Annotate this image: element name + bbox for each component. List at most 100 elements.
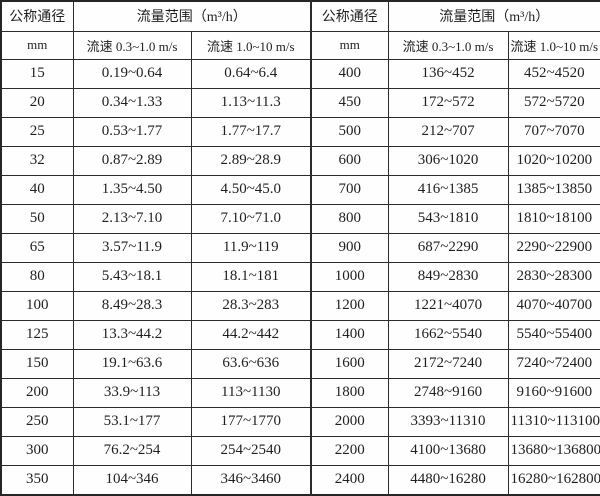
- flow-high-cell-left: 7.10~71.0: [190, 203, 312, 234]
- flow-low-cell-right: 136~452: [387, 58, 509, 89]
- header-flow-range-left: 流量范围（m³/h）: [72, 0, 312, 32]
- header-velocity-high-right: 流速 1.0~10 m/s: [507, 30, 600, 60]
- flow-low-cell-right: 3393~11310: [387, 406, 509, 437]
- flow-high-cell-left: 18.1~181: [190, 261, 312, 292]
- dn-cell-left: 50: [0, 203, 74, 234]
- header-velocity-high-left: 流速 1.0~10 m/s: [190, 30, 312, 60]
- flow-high-cell-right: 2290~22900: [507, 232, 600, 263]
- flow-low-cell-left: 2.13~7.10: [72, 203, 192, 234]
- flow-low-cell-right: 4100~13680: [387, 435, 509, 466]
- dn-cell-right: 2000: [310, 406, 389, 437]
- flow-low-cell-left: 8.49~28.3: [72, 290, 192, 321]
- dn-cell-right: 400: [310, 58, 389, 89]
- flow-low-cell-right: 172~572: [387, 87, 509, 118]
- dn-cell-right: 500: [310, 116, 389, 147]
- header-velocity-low-right: 流速 0.3~1.0 m/s: [387, 30, 509, 60]
- dn-cell-left: 100: [0, 290, 74, 321]
- flow-low-cell-right: 212~707: [387, 116, 509, 147]
- table-row: 40 1.35~4.50 4.50~45.0 700 416~1385 1385~1385…: [0, 174, 600, 205]
- header-unit-right: mm: [310, 30, 389, 60]
- flow-high-cell-right: 452~4520: [507, 58, 600, 89]
- dn-cell-right: 1400: [310, 319, 389, 350]
- table-row: 32 0.87~2.89 2.89~28.9 600 306~1020 1020~1020…: [0, 145, 600, 176]
- flow-low-cell-left: 13.3~44.2: [72, 319, 192, 350]
- flow-low-cell-left: 104~346: [72, 464, 192, 495]
- flow-high-cell-left: 11.9~119: [190, 232, 312, 263]
- flow-low-cell-left: 53.1~177: [72, 406, 192, 437]
- flow-high-cell-right: 4070~40700: [507, 290, 600, 321]
- dn-cell-left: 20: [0, 87, 74, 118]
- table-row: 150 19.1~63.6 63.6~636 1600 2172~7240 7240~72…: [0, 348, 600, 379]
- flow-high-cell-right: 572~5720: [507, 87, 600, 118]
- dn-cell-right: 1200: [310, 290, 389, 321]
- table-row: 350 104~346 346~3460 2400 4480~16280 16280~16…: [0, 464, 600, 495]
- dn-cell-right: 1800: [310, 377, 389, 408]
- flow-high-cell-left: 1.13~11.3: [190, 87, 312, 118]
- dn-cell-right: 450: [310, 87, 389, 118]
- flow-high-cell-right: 1810~18100: [507, 203, 600, 234]
- flow-low-cell-left: 0.34~1.33: [72, 87, 192, 118]
- table-row: 15 0.19~0.64 0.64~6.4 400 136~452 452~4520: [0, 58, 600, 89]
- dn-cell-left: 125: [0, 319, 74, 350]
- table-row: 200 33.9~113 113~1130 1800 2748~9160 9160~916…: [0, 377, 600, 408]
- flow-high-cell-left: 177~1770: [190, 406, 312, 437]
- dn-cell-left: 350: [0, 464, 74, 495]
- flow-high-cell-right: 5540~55400: [507, 319, 600, 350]
- flow-high-cell-left: 113~1130: [190, 377, 312, 408]
- flow-low-cell-left: 0.87~2.89: [72, 145, 192, 176]
- dn-cell-left: 65: [0, 232, 74, 263]
- flow-low-cell-left: 19.1~63.6: [72, 348, 192, 379]
- flow-high-cell-right: 1020~10200: [507, 145, 600, 176]
- flow-low-cell-left: 3.57~11.9: [72, 232, 192, 263]
- table-row: 65 3.57~11.9 11.9~119 900 687~2290 2290~22900: [0, 232, 600, 263]
- flow-low-cell-left: 0.19~0.64: [72, 58, 192, 89]
- flow-low-cell-right: 4480~16280: [387, 464, 509, 495]
- flow-high-cell-left: 0.64~6.4: [190, 58, 312, 89]
- dn-cell-right: 900: [310, 232, 389, 263]
- flow-high-cell-right: 13680~136800: [507, 435, 600, 466]
- flow-low-cell-right: 2172~7240: [387, 348, 509, 379]
- header-unit-left: mm: [0, 30, 74, 60]
- dn-cell-right: 600: [310, 145, 389, 176]
- flow-low-cell-right: 1221~4070: [387, 290, 509, 321]
- header-diameter-right: 公称通径: [310, 0, 389, 32]
- dn-cell-right: 800: [310, 203, 389, 234]
- flow-low-cell-left: 76.2~254: [72, 435, 192, 466]
- flow-low-cell-right: 416~1385: [387, 174, 509, 205]
- table-row: 125 13.3~44.2 44.2~442 1400 1662~5540 5540~55…: [0, 319, 600, 350]
- dn-cell-left: 25: [0, 116, 74, 147]
- dn-cell-right: 1600: [310, 348, 389, 379]
- dn-cell-left: 15: [0, 58, 74, 89]
- flow-high-cell-left: 2.89~28.9: [190, 145, 312, 176]
- table-row: 300 76.2~254 254~2540 2200 4100~13680 13680~1…: [0, 435, 600, 466]
- table-row: 100 8.49~28.3 28.3~283 1200 1221~4070 4070~40…: [0, 290, 600, 321]
- flow-high-cell-left: 28.3~283: [190, 290, 312, 321]
- table-header: 公称通径 流量范围（m³/h） 公称通径 流量范围（m³/h） mm 流速 0.…: [0, 0, 600, 60]
- flow-low-cell-left: 5.43~18.1: [72, 261, 192, 292]
- flow-high-cell-left: 346~3460: [190, 464, 312, 495]
- flow-high-cell-right: 2830~28300: [507, 261, 600, 292]
- dn-cell-left: 32: [0, 145, 74, 176]
- table-row: 20 0.34~1.33 1.13~11.3 450 172~572 572~5720: [0, 87, 600, 118]
- flow-low-cell-right: 1662~5540: [387, 319, 509, 350]
- table-row: 50 2.13~7.10 7.10~71.0 800 543~1810 1810~1810…: [0, 203, 600, 234]
- table-row: 25 0.53~1.77 1.77~17.7 500 212~707 707~7070: [0, 116, 600, 147]
- header-diameter-left: 公称通径: [0, 0, 74, 32]
- flow-high-cell-right: 9160~91600: [507, 377, 600, 408]
- flow-high-cell-right: 1385~13850: [507, 174, 600, 205]
- flow-high-cell-left: 1.77~17.7: [190, 116, 312, 147]
- flow-low-cell-right: 687~2290: [387, 232, 509, 263]
- flow-high-cell-left: 4.50~45.0: [190, 174, 312, 205]
- dn-cell-left: 40: [0, 174, 74, 205]
- flow-high-cell-left: 254~2540: [190, 435, 312, 466]
- dn-cell-right: 2400: [310, 464, 389, 495]
- flow-high-cell-right: 16280~162800: [507, 464, 600, 495]
- flow-high-cell-right: 707~7070: [507, 116, 600, 147]
- table-body: 15 0.19~0.64 0.64~6.4 400 136~452 452~4520 20 0…: [0, 58, 600, 495]
- header-row-top: 公称通径 流量范围（m³/h） 公称通径 流量范围（m³/h）: [0, 0, 600, 32]
- flow-high-cell-right: 7240~72400: [507, 348, 600, 379]
- header-flow-range-right: 流量范围（m³/h）: [387, 0, 600, 32]
- dn-cell-left: 80: [0, 261, 74, 292]
- dn-cell-right: 2200: [310, 435, 389, 466]
- flow-high-cell-left: 63.6~636: [190, 348, 312, 379]
